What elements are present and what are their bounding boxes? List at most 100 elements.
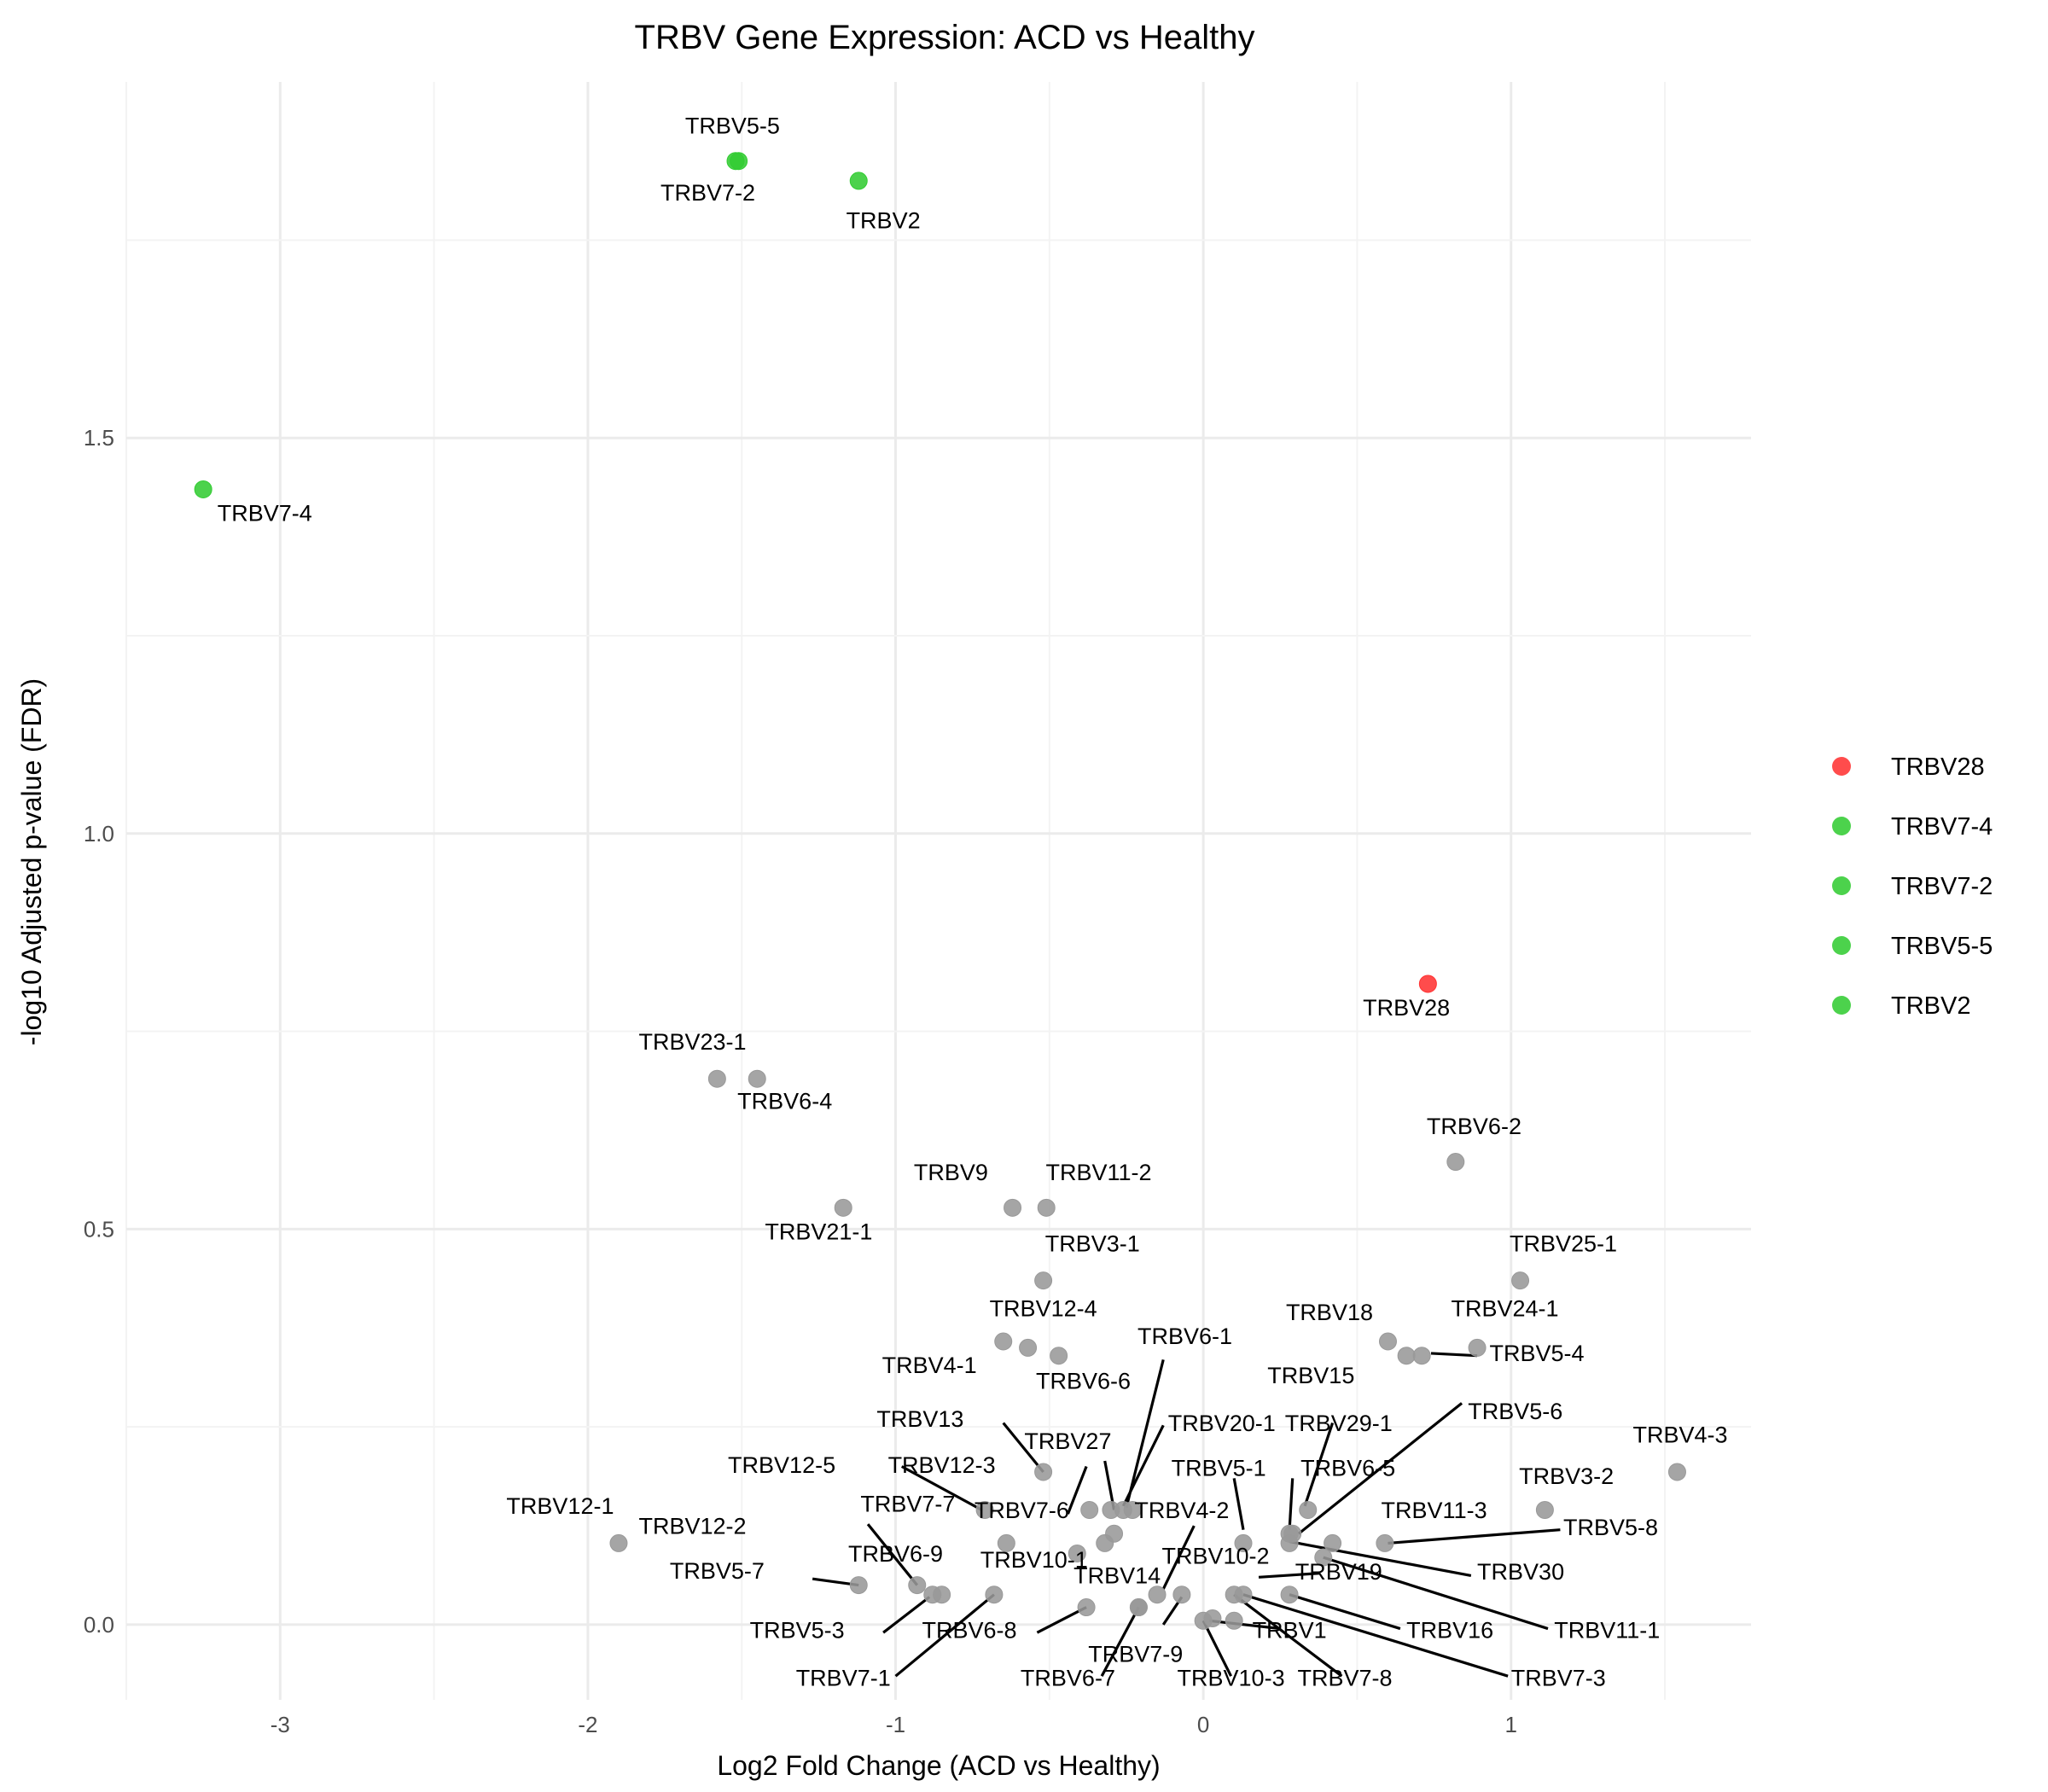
- point-label-trbv5-8: TRBV5-8: [1563, 1515, 1658, 1540]
- point-label-trbv6-8: TRBV6-8: [922, 1618, 1017, 1644]
- point-trbv7-7: [997, 1533, 1015, 1552]
- point-label-trbv10-1: TRBV10-1: [980, 1547, 1088, 1573]
- point-label-trbv21-1: TRBV21-1: [765, 1219, 872, 1244]
- point-label-trbv29-1: TRBV29-1: [1285, 1411, 1393, 1436]
- legend-key: [1832, 996, 1851, 1015]
- point-label-trbv5-1: TRBV5-1: [1172, 1456, 1266, 1481]
- point-label-trbv5-5: TRBV5-5: [685, 113, 780, 138]
- point-trbv7-9: [1203, 1609, 1222, 1628]
- point-trbv3-2: [1535, 1500, 1554, 1519]
- label-connector-line: [1430, 1352, 1478, 1358]
- point-trbv5-3: [933, 1585, 951, 1604]
- point-trbv6-5: [1299, 1500, 1318, 1519]
- x-tick-label: -3: [271, 1712, 290, 1737]
- point-label-trbv6-9: TRBV6-9: [848, 1541, 943, 1567]
- point-trbv4-3: [1667, 1463, 1686, 1481]
- label-connector-line: [1242, 1593, 1509, 1678]
- label-connector-line: [1201, 1620, 1233, 1677]
- point-trbv13: [1034, 1463, 1053, 1481]
- grid: [125, 82, 1751, 1700]
- label-connector-line: [1036, 1606, 1087, 1634]
- legend-key: [1832, 936, 1851, 955]
- point-label-trbv10-2: TRBV10-2: [1162, 1544, 1270, 1569]
- point-trbv5-7: [849, 1576, 868, 1595]
- point-label-trbv3-2: TRBV3-2: [1519, 1463, 1614, 1489]
- point-trbv6-2: [1446, 1153, 1465, 1172]
- x-tick-label: -1: [886, 1712, 905, 1737]
- point-trbv24-1: [1412, 1347, 1431, 1365]
- point-trbv23-1: [707, 1069, 726, 1088]
- point-label-trbv12-5: TRBV12-5: [728, 1452, 835, 1478]
- label-connector-line: [1232, 1478, 1245, 1530]
- point-trbv12-5: [975, 1500, 994, 1519]
- point-trbv7-1: [985, 1585, 1004, 1604]
- point-trbv1: [1225, 1611, 1243, 1630]
- point-label-trbv11-3: TRBV11-3: [1382, 1498, 1487, 1523]
- legend-label: TRBV2: [1891, 992, 1970, 1020]
- point-label-trbv23-1: TRBV23-1: [638, 1029, 746, 1055]
- point-trbv6-7: [1129, 1598, 1148, 1617]
- point-label-trbv7-6: TRBV7-6: [975, 1498, 1069, 1523]
- point-label-trbv3-1: TRBV3-1: [1045, 1231, 1140, 1256]
- label-connector-line: [1066, 1465, 1088, 1515]
- label-connector-line: [1258, 1572, 1321, 1579]
- point-trbv4-2: [1096, 1533, 1114, 1552]
- point-label-trbv2: TRBV2: [847, 208, 921, 234]
- point-label-trbv11-1: TRBV11-1: [1554, 1618, 1660, 1644]
- point-label-trbv5-3: TRBV5-3: [750, 1618, 845, 1644]
- legend-key: [1832, 757, 1851, 776]
- point-trbv12-4: [1019, 1338, 1038, 1357]
- chart-title: TRBV Gene Expression: ACD vs Healthy: [635, 19, 1255, 56]
- label-connector-line: [894, 1593, 995, 1678]
- point-label-trbv7-7: TRBV7-7: [860, 1491, 955, 1516]
- point-label-trbv19: TRBV19: [1295, 1559, 1382, 1585]
- point-label-trbv5-4: TRBV5-4: [1489, 1341, 1584, 1366]
- label-connector-line: [1323, 1556, 1549, 1631]
- point-trbv5-4: [1468, 1338, 1487, 1357]
- point-label-trbv12-1: TRBV12-1: [506, 1493, 614, 1519]
- label-connector-line: [866, 1523, 919, 1586]
- point-trbv11-3: [1280, 1533, 1299, 1552]
- label-connector-line: [1100, 1606, 1140, 1677]
- y-tick-label: 1.5: [84, 425, 114, 451]
- point-trbv7-3: [1234, 1585, 1253, 1604]
- label-connector-line: [882, 1596, 931, 1634]
- y-axis-title: -log10 Adjusted p-value (FDR): [16, 678, 47, 1045]
- point-label-trbv25-1: TRBV25-1: [1510, 1231, 1617, 1256]
- x-tick-label: 1: [1504, 1712, 1516, 1737]
- label-connector-line: [1289, 1539, 1472, 1578]
- point-trbv5-1: [1234, 1533, 1253, 1552]
- point-label-trbv9: TRBV9: [914, 1160, 988, 1185]
- label-connector-line: [1297, 1402, 1463, 1535]
- label-connector-line: [1161, 1525, 1196, 1590]
- point-trbv11-1: [1314, 1548, 1333, 1567]
- point-trbv28: [1418, 975, 1437, 993]
- point-label-trbv13: TRBV13: [876, 1406, 963, 1432]
- point-label-trbv18: TRBV18: [1286, 1300, 1373, 1325]
- point-trbv11-2: [1037, 1198, 1056, 1217]
- label-connector-line: [1303, 1422, 1335, 1507]
- point-trbv5-8: [1376, 1533, 1394, 1552]
- point-trbv2: [849, 172, 868, 190]
- point-label-trbv7-3: TRBV7-3: [1511, 1665, 1606, 1690]
- point-trbv21-1: [834, 1198, 852, 1217]
- point-label-trbv6-2: TRBV6-2: [1427, 1114, 1521, 1139]
- point-trbv10-2: [1172, 1585, 1191, 1604]
- y-tick-label: 1.0: [84, 821, 114, 847]
- point-label-trbv5-6: TRBV5-6: [1468, 1399, 1562, 1424]
- point-label-trbv12-2: TRBV12-2: [638, 1513, 746, 1539]
- point-label-trbv4-2: TRBV4-2: [1134, 1498, 1229, 1523]
- point-label-trbv14: TRBV14: [1073, 1563, 1161, 1589]
- legend: TRBV28 TRBV7-4 TRBV7-2 TRBV5-5 TRBV2: [1832, 753, 1993, 1020]
- x-tick-label: 0: [1197, 1712, 1209, 1737]
- x-axis-title: Log2 Fold Change (ACD vs Healthy): [717, 1750, 1160, 1781]
- x-tick-label: -2: [578, 1712, 597, 1737]
- label-connector-line: [1121, 1424, 1165, 1507]
- legend-label: TRBV28: [1891, 753, 1985, 781]
- point-trbv6-6: [1050, 1347, 1068, 1365]
- point-trbv6-4: [748, 1069, 766, 1088]
- legend-label: TRBV7-4: [1891, 813, 1993, 841]
- point-labels: TRBV5-5 TRBV7-2 TRBV2 TRBV7-4 TRBV28 TRBV23-1…: [218, 113, 1728, 1690]
- point-label-trbv6-6: TRBV6-6: [1036, 1369, 1131, 1394]
